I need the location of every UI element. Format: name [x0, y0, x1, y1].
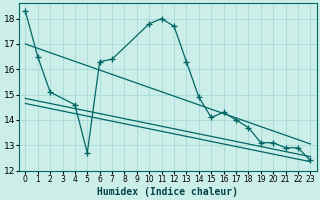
X-axis label: Humidex (Indice chaleur): Humidex (Indice chaleur) [97, 186, 238, 197]
